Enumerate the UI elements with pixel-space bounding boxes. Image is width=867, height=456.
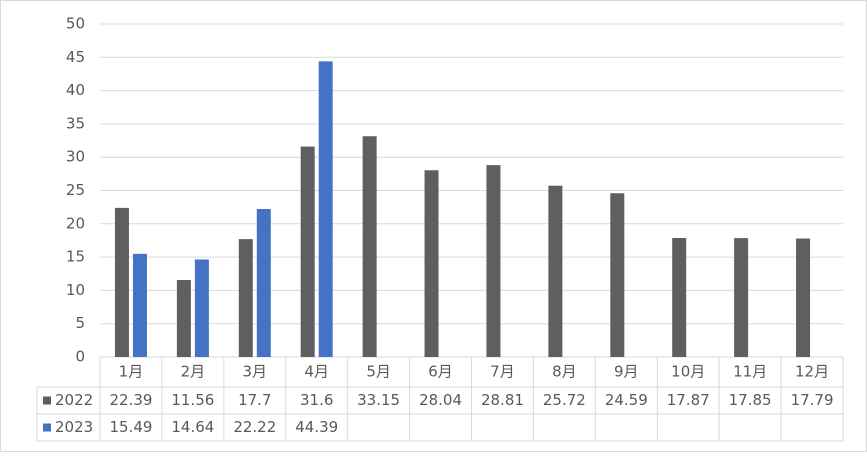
x-tick-label: 2月 [181,363,206,381]
bar [194,259,209,357]
table-value: 22.39 [109,391,152,409]
table-value: 24.59 [605,391,648,409]
y-tick-label: 50 [66,15,85,33]
bar [424,170,439,357]
bar [610,193,625,357]
table-value: 14.64 [171,418,214,436]
table-value: 17.85 [729,391,772,409]
bar [300,146,315,357]
table-value: 44.39 [295,418,338,436]
bar [318,61,333,357]
y-tick-label: 25 [66,181,85,199]
y-tick-label: 20 [66,214,85,232]
bar [362,136,377,357]
y-tick-label: 0 [75,348,85,366]
bar [672,237,687,357]
y-tick-label: 30 [66,148,85,166]
table-value: 31.6 [300,391,333,409]
x-tick-label: 1月 [119,363,144,381]
bar [238,239,253,357]
x-tick-label: 11月 [733,363,767,381]
x-tick-label: 4月 [304,363,329,381]
table-value: 25.72 [543,391,586,409]
table-value: 11.56 [171,391,214,409]
table-value: 17.79 [791,391,834,409]
bar [176,280,191,357]
y-tick-label: 15 [66,248,85,266]
bar [548,185,563,357]
legend-label: 2023 [55,418,93,436]
x-tick-label: 9月 [614,363,639,381]
y-tick-label: 45 [66,48,85,66]
y-tick-label: 40 [66,81,85,99]
table-value: 17.87 [667,391,710,409]
table-value: 33.15 [357,391,400,409]
bar [256,209,271,357]
x-tick-label: 6月 [428,363,453,381]
legend-key [43,396,51,405]
table-value: 28.81 [481,391,524,409]
table-value: 15.49 [109,418,152,436]
legend-key [43,423,51,432]
bar [114,207,129,357]
x-tick-label: 12月 [795,363,829,381]
x-tick-label: 3月 [243,363,268,381]
bar [486,165,501,357]
x-tick-label: 7月 [490,363,515,381]
x-tick-label: 5月 [366,363,391,381]
bar [796,238,811,357]
bar [734,238,749,357]
bar [132,253,147,357]
y-tick-label: 5 [75,314,85,332]
legend-label: 2022 [55,391,93,409]
table-value: 17.7 [238,391,271,409]
table-value: 22.22 [233,418,276,436]
y-tick-label: 10 [66,281,85,299]
table-value: 28.04 [419,391,462,409]
x-tick-label: 8月 [552,363,577,381]
y-tick-label: 35 [66,114,85,132]
x-tick-label: 10月 [671,363,705,381]
